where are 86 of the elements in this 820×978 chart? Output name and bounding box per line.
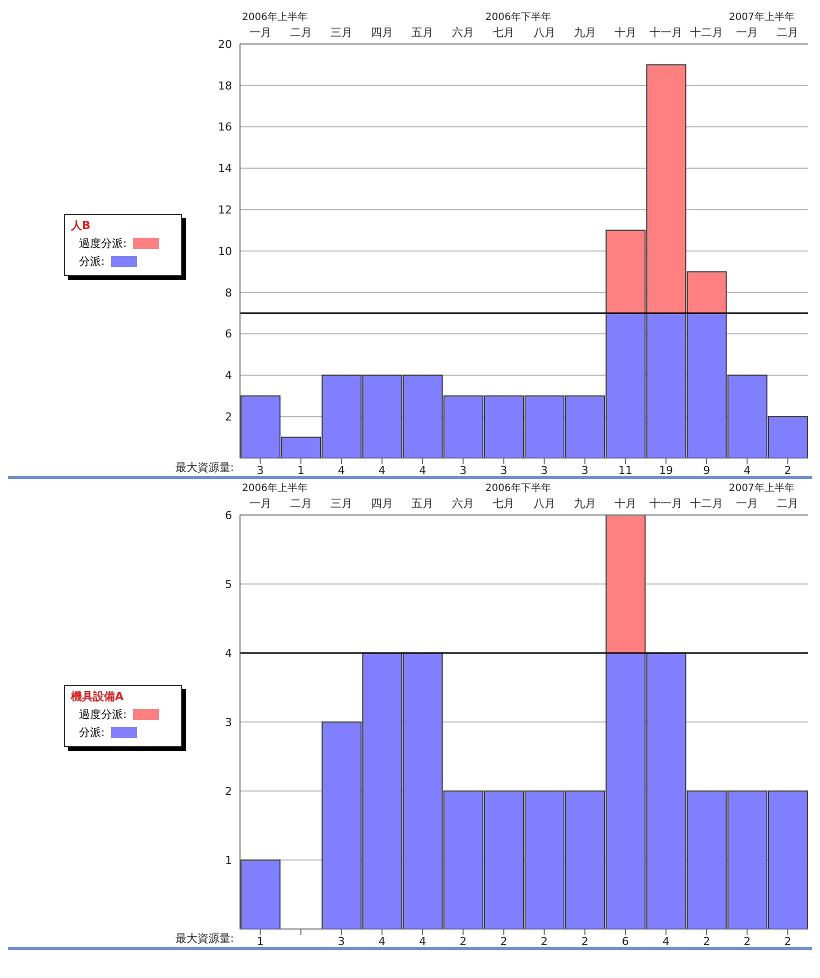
x-tick-label: 十二月 bbox=[690, 497, 724, 510]
total-label: 2 bbox=[784, 464, 792, 477]
total-label: 2 bbox=[540, 934, 548, 948]
legend-label: 過度分派: bbox=[79, 236, 127, 251]
x-tick-label: 四月 bbox=[371, 497, 393, 510]
x-tick-label: 八月 bbox=[533, 26, 556, 39]
total-label: 2 bbox=[744, 934, 751, 948]
legend-label: 分派: bbox=[79, 254, 105, 269]
legend-title: 機具設備A bbox=[71, 688, 125, 704]
y-tick-label: 2 bbox=[225, 784, 232, 798]
y-tick-label: 16 bbox=[218, 120, 232, 134]
x-tick-label: 九月 bbox=[574, 26, 596, 39]
x-tick-label: 七月 bbox=[492, 26, 515, 39]
x-tick-label: 二月 bbox=[290, 26, 312, 39]
total-label: 2 bbox=[500, 934, 508, 948]
x-tick-label: 十一月 bbox=[650, 497, 682, 510]
total-label: 4 bbox=[662, 934, 670, 948]
bar bbox=[240, 860, 280, 929]
text: 2006年上半年 bbox=[242, 10, 308, 24]
legend-title: 人B bbox=[71, 218, 92, 233]
x-tick-label: 六月 bbox=[452, 26, 474, 39]
x-tick-label: 二月 bbox=[776, 497, 799, 510]
x-tick-label: 五月 bbox=[412, 26, 434, 39]
total-label: 2 bbox=[581, 934, 588, 948]
total-label: 2 bbox=[460, 934, 467, 948]
total-label: 4 bbox=[419, 934, 426, 948]
text: 2006年上半年 bbox=[242, 482, 308, 495]
x-tick-label: 十月 bbox=[614, 497, 636, 510]
y-tick-label: 1 bbox=[225, 854, 232, 867]
text: 2006年下半年 bbox=[485, 10, 551, 24]
y-tick-label: 10 bbox=[218, 244, 232, 258]
y-tick-label: 3 bbox=[225, 716, 232, 729]
x-tick-label: 十月 bbox=[614, 26, 636, 39]
text: 2007年上半年 bbox=[728, 10, 794, 24]
text: 最大資源量: bbox=[175, 931, 234, 946]
total-label: 2 bbox=[703, 934, 710, 948]
total-label: 3 bbox=[540, 464, 548, 477]
x-tick-label: 一月 bbox=[736, 26, 758, 39]
total-label: 4 bbox=[378, 934, 386, 948]
text: 2006年下半年 bbox=[485, 482, 551, 495]
legend-label: 分派: bbox=[79, 724, 105, 740]
y-tick-label: 8 bbox=[225, 286, 232, 300]
total-label: 4 bbox=[338, 464, 345, 477]
x-tick-label: 三月 bbox=[330, 497, 352, 510]
x-tick-label: 二月 bbox=[776, 26, 799, 39]
total-label: 6 bbox=[622, 934, 629, 948]
x-tick-label: 十一月 bbox=[650, 26, 682, 39]
total-label: 11 bbox=[618, 464, 632, 477]
total-label: 4 bbox=[419, 464, 426, 477]
total-label: 9 bbox=[703, 464, 710, 477]
total-label: 3 bbox=[581, 464, 588, 477]
y-tick-label: 14 bbox=[218, 162, 232, 176]
total-label: 1 bbox=[256, 934, 264, 948]
legend-label: 過度分派: bbox=[79, 706, 127, 722]
x-tick-label: 十二月 bbox=[690, 26, 724, 39]
total-label: 4 bbox=[378, 464, 386, 477]
y-tick-label: 4 bbox=[225, 646, 232, 660]
x-tick-label: 二月 bbox=[290, 497, 312, 510]
x-tick-label: 三月 bbox=[330, 26, 352, 39]
total-label: 1 bbox=[297, 464, 304, 477]
y-tick-label: 18 bbox=[218, 79, 232, 92]
x-tick-label: 一月 bbox=[249, 26, 272, 39]
y-tick-label: 6 bbox=[225, 328, 232, 341]
total-label: 3 bbox=[256, 464, 264, 477]
total-label: 3 bbox=[460, 464, 467, 477]
total-label: 2 bbox=[784, 934, 792, 948]
x-tick-label: 一月 bbox=[736, 497, 758, 510]
x-tick-label: 一月 bbox=[249, 497, 272, 510]
y-tick-label: 6 bbox=[225, 508, 232, 522]
x-tick-label: 七月 bbox=[492, 497, 515, 510]
y-tick-label: 2 bbox=[225, 410, 232, 424]
total-label: 4 bbox=[744, 464, 751, 477]
text: 最大資源量: bbox=[175, 460, 234, 475]
total-label: 19 bbox=[659, 464, 673, 477]
x-tick-label: 八月 bbox=[533, 497, 556, 510]
x-tick-label: 四月 bbox=[371, 26, 393, 39]
x-tick-label: 九月 bbox=[574, 497, 596, 510]
y-tick-label: 20 bbox=[218, 38, 232, 51]
y-tick-label: 12 bbox=[218, 204, 232, 217]
y-tick-label: 5 bbox=[225, 578, 232, 591]
text: 2007年上半年 bbox=[728, 482, 794, 495]
total-label: 3 bbox=[500, 464, 508, 477]
total-label: 3 bbox=[338, 934, 345, 948]
x-tick-label: 六月 bbox=[452, 497, 474, 510]
x-tick-label: 五月 bbox=[412, 497, 434, 510]
y-tick-label: 4 bbox=[225, 369, 232, 382]
